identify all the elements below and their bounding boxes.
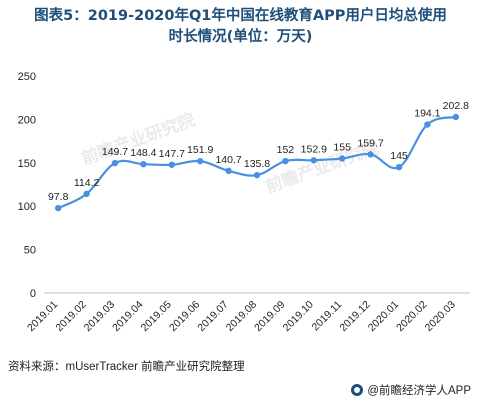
brand-logo-icon (351, 384, 364, 396)
y-tick-label: 250 (18, 71, 36, 83)
brand-footer: @前瞻经济学人APP (351, 382, 471, 398)
y-tick-label: 50 (24, 245, 36, 257)
chart-title: 图表5：2019-2020年Q1年中国在线教育APP用户日均总使用 时长情况(单… (0, 6, 481, 48)
x-tick-label: 2019.09 (252, 299, 287, 334)
data-label: 97.8 (48, 191, 69, 203)
x-tick-label: 2020.02 (394, 299, 429, 334)
data-point (168, 161, 175, 168)
data-point (253, 171, 261, 179)
y-tick-label: 100 (18, 201, 36, 213)
data-point (140, 160, 147, 168)
y-tick-label: 150 (18, 158, 36, 170)
x-tick-label: 2019.01 (25, 299, 60, 334)
data-label: 194.1 (414, 108, 440, 120)
data-label: 152 (277, 144, 295, 156)
x-tick-label: 2019.07 (195, 299, 230, 334)
data-label: 151.9 (187, 144, 213, 156)
x-tick-label: 2019.10 (281, 299, 316, 334)
x-tick-label: 2019.12 (337, 299, 372, 334)
x-tick-label: 2020.03 (423, 299, 458, 334)
data-label: 152.9 (301, 143, 327, 155)
x-tick-label: 2019.02 (53, 299, 88, 334)
data-label: 148.4 (130, 147, 156, 159)
data-label: 145 (390, 150, 408, 162)
data-point (452, 113, 459, 121)
data-label: 147.7 (159, 148, 185, 160)
data-point (197, 157, 204, 165)
y-tick-label: 0 (30, 288, 36, 300)
chart-title-line2: 时长情况(单位：万天) (168, 29, 313, 45)
chart-title-line1: 图表5：2019-2020年Q1年中国在线教育APP用户日均总使用 (34, 8, 447, 24)
data-point (282, 157, 289, 165)
data-point (83, 190, 90, 198)
x-tick-label: 2020.01 (366, 299, 401, 334)
x-tick-label: 2019.03 (82, 299, 117, 334)
data-label: 135.8 (244, 158, 270, 170)
y-tick-label: 200 (18, 114, 36, 126)
brand-label: @前瞻经济学人APP (367, 385, 471, 397)
data-label: 149.7 (102, 146, 128, 158)
x-tick-label: 2019.04 (110, 299, 145, 334)
x-tick-label: 2019.05 (139, 299, 174, 334)
data-point (424, 121, 431, 128)
data-point (339, 155, 346, 162)
data-label: 202.8 (443, 100, 469, 112)
x-tick-label: 2019.08 (224, 299, 259, 334)
source-note: 资料来源：mUserTracker 前瞻产业研究院整理 (8, 361, 245, 373)
data-label: 114.2 (74, 177, 100, 189)
data-point (111, 159, 119, 167)
data-label: 159.7 (357, 137, 383, 149)
x-tick-label: 2019.06 (167, 299, 202, 334)
data-point (367, 151, 374, 158)
data-point (310, 157, 317, 164)
line-chart: 0501001502002502019.012019.022019.032019… (18, 71, 470, 334)
data-label: 155 (333, 141, 351, 153)
data-point (395, 163, 403, 171)
data-point (225, 167, 232, 175)
data-point (55, 204, 62, 212)
data-label: 140.7 (215, 154, 241, 166)
